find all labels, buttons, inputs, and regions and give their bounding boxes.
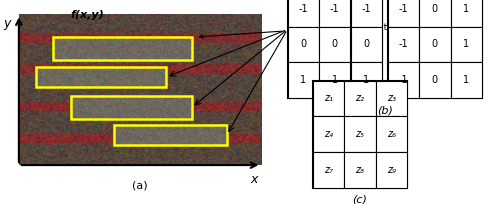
Bar bbox=[288, 0, 382, 98]
Text: z₁: z₁ bbox=[324, 93, 333, 103]
Text: z₃: z₃ bbox=[387, 93, 396, 103]
Text: z₄: z₄ bbox=[324, 129, 333, 139]
Bar bbox=[376, 81, 407, 116]
Bar bbox=[388, 0, 482, 98]
Text: z₆: z₆ bbox=[387, 129, 396, 139]
Text: 1: 1 bbox=[463, 39, 469, 49]
Text: z₇: z₇ bbox=[324, 165, 333, 175]
Bar bbox=[319, 0, 350, 27]
Bar bbox=[450, 62, 482, 98]
Text: (b): (b) bbox=[377, 105, 392, 115]
Bar bbox=[350, 62, 382, 98]
Bar bbox=[319, 62, 350, 98]
Text: 0: 0 bbox=[432, 75, 438, 85]
Bar bbox=[312, 116, 344, 152]
Bar bbox=[288, 62, 319, 98]
Bar bbox=[350, 0, 382, 27]
Text: 0: 0 bbox=[432, 4, 438, 14]
Bar bbox=[450, 27, 482, 62]
Text: -1: -1 bbox=[330, 4, 340, 14]
Bar bbox=[319, 27, 350, 62]
Text: 1: 1 bbox=[300, 75, 306, 85]
Text: 1: 1 bbox=[332, 75, 338, 85]
Text: 0: 0 bbox=[332, 39, 338, 49]
Bar bbox=[54, 37, 192, 60]
Text: z₅: z₅ bbox=[355, 129, 364, 139]
Bar bbox=[419, 62, 450, 98]
Text: -1: -1 bbox=[398, 75, 408, 85]
Text: y: y bbox=[3, 17, 10, 30]
Bar bbox=[376, 152, 407, 188]
Bar bbox=[36, 67, 166, 87]
Bar bbox=[288, 0, 319, 27]
Text: 0: 0 bbox=[300, 39, 306, 49]
Bar bbox=[450, 0, 482, 27]
Text: 0: 0 bbox=[363, 39, 370, 49]
Bar bbox=[344, 116, 376, 152]
Bar bbox=[288, 27, 319, 62]
Text: -1: -1 bbox=[398, 4, 408, 14]
Text: f(x,y): f(x,y) bbox=[71, 10, 104, 20]
Text: (c): (c) bbox=[352, 195, 367, 204]
Text: z₈: z₈ bbox=[355, 165, 364, 175]
Text: z₉: z₉ bbox=[387, 165, 396, 175]
Text: z₂: z₂ bbox=[355, 93, 364, 103]
Text: -1: -1 bbox=[398, 39, 408, 49]
Bar bbox=[312, 152, 344, 188]
Bar bbox=[114, 125, 226, 145]
Text: x: x bbox=[250, 173, 258, 186]
Bar bbox=[388, 27, 419, 62]
Bar bbox=[388, 0, 419, 27]
Bar bbox=[312, 81, 407, 188]
Bar bbox=[388, 62, 419, 98]
Text: 1: 1 bbox=[363, 75, 370, 85]
Text: 1: 1 bbox=[463, 4, 469, 14]
Bar bbox=[71, 96, 192, 119]
Bar bbox=[419, 27, 450, 62]
Bar bbox=[350, 27, 382, 62]
Text: -1: -1 bbox=[362, 4, 371, 14]
Bar bbox=[344, 152, 376, 188]
Text: -1: -1 bbox=[298, 4, 308, 14]
Bar bbox=[419, 0, 450, 27]
Text: (a): (a) bbox=[132, 180, 148, 190]
Text: 0: 0 bbox=[432, 39, 438, 49]
Bar bbox=[312, 81, 344, 116]
Text: the ACF  to be inspected: the ACF to be inspected bbox=[200, 22, 399, 38]
Bar bbox=[376, 116, 407, 152]
Bar bbox=[344, 81, 376, 116]
Text: 1: 1 bbox=[463, 75, 469, 85]
